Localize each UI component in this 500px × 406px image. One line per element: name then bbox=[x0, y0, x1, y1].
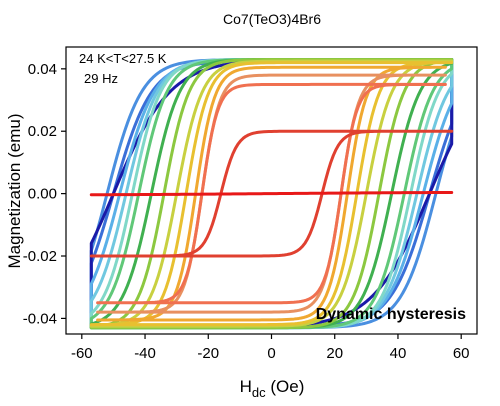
x-tick-label-2: -20 bbox=[197, 345, 219, 362]
x-tick-label-0: -60 bbox=[71, 345, 93, 362]
x-axis-label-unit: (Oe) bbox=[266, 377, 305, 396]
y-tick-label-0: -0.04 bbox=[23, 310, 57, 327]
y-tick-label-2: 0.00 bbox=[28, 186, 57, 203]
tick-layer: -60 -40 -20 0 20 40 60 -0.04 -0.02 0.00 0.02 0.04 bbox=[23, 61, 470, 362]
x-axis-label: Hdc (Oe) bbox=[240, 377, 305, 400]
x-tick-label-3: 0 bbox=[267, 345, 275, 362]
hysteresis-loop-15 bbox=[89, 129, 454, 258]
x-tick-label-1: -40 bbox=[134, 345, 156, 362]
hysteresis-loop-11 bbox=[89, 61, 454, 327]
x-axis-label-main: H bbox=[240, 377, 252, 396]
hysteresis-loop-12 bbox=[96, 65, 447, 322]
y-tick-label-4: 0.04 bbox=[28, 61, 57, 78]
x-axis-label-sub: dc bbox=[252, 385, 266, 400]
hysteresis-loop-14 bbox=[96, 82, 447, 305]
series-layer bbox=[89, 57, 454, 330]
y-tick-label-1: -0.02 bbox=[23, 248, 57, 265]
chart-title: Co7(TeO3)4Br6 bbox=[223, 11, 321, 27]
hysteresis-loop-16 bbox=[89, 190, 454, 197]
hysteresis-loop-10 bbox=[89, 59, 454, 328]
x-tick-label-5: 40 bbox=[390, 345, 407, 362]
hysteresis-loop-9 bbox=[89, 57, 454, 330]
y-tick-label-3: 0.02 bbox=[28, 123, 57, 140]
annotation-dynamic-hysteresis: Dynamic hysteresis bbox=[316, 306, 466, 323]
x-tick-label-4: 20 bbox=[326, 345, 343, 362]
annotation-frequency: 29 Hz bbox=[84, 71, 118, 86]
y-axis-label: Magnetization (emu) bbox=[5, 114, 24, 269]
annotation-temperature: 24 K<T<27.5 K bbox=[79, 51, 167, 66]
x-tick-label-6: 60 bbox=[453, 345, 470, 362]
